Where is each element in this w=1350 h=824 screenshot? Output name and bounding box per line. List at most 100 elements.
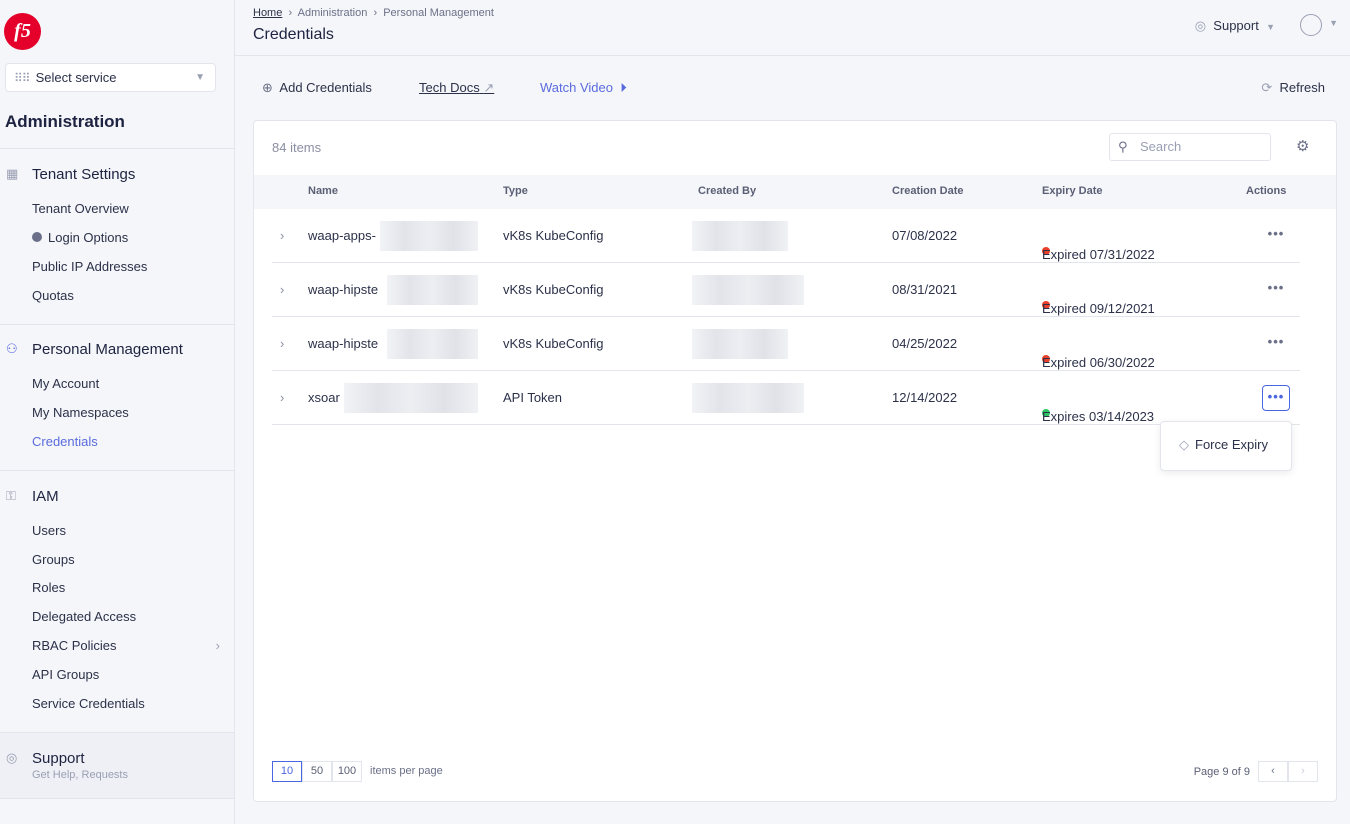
- next-page-button[interactable]: ›: [1288, 761, 1318, 782]
- external-link-icon: ↗: [483, 80, 495, 95]
- menu-label: Force Expiry: [1195, 437, 1268, 452]
- creation-date: 04/25/2022: [892, 336, 958, 351]
- pagination: Page 9 of 9 ‹ ›: [1194, 761, 1318, 782]
- sidebar-item-users[interactable]: Users: [32, 523, 66, 538]
- sidebar-item-tenant-overview[interactable]: Tenant Overview: [32, 201, 129, 216]
- redacted-creator: [692, 275, 804, 305]
- redacted-name: [344, 383, 478, 413]
- breadcrumb-home[interactable]: Home: [253, 7, 283, 19]
- sidebar-item-delegated-access[interactable]: Delegated Access: [32, 609, 137, 624]
- more-actions-button[interactable]: •••: [1262, 385, 1290, 411]
- sidebar-item-service-credentials[interactable]: Service Credentials: [32, 696, 145, 711]
- section-title: Administration: [5, 112, 125, 131]
- more-actions-button[interactable]: •••: [1267, 226, 1285, 241]
- search-input[interactable]: ⚲ Search: [1109, 133, 1271, 161]
- chevron-down-icon: ▼: [1329, 18, 1338, 28]
- video-label: Watch Video: [540, 80, 613, 95]
- watch-video-link[interactable]: Watch Video ⏵: [540, 80, 627, 96]
- sidebar-item-public-ip[interactable]: Public IP Addresses: [32, 259, 148, 274]
- support-menu-button[interactable]: ◎ Support ▼: [1195, 18, 1275, 34]
- support-label: Support: [1213, 18, 1259, 33]
- col-actions: Actions: [1246, 185, 1287, 197]
- credential-type: API Token: [503, 390, 563, 405]
- col-expiry-date[interactable]: Expiry Date: [1042, 185, 1103, 197]
- sidebar-item-quotas[interactable]: Quotas: [32, 288, 74, 303]
- page-size-100[interactable]: 100: [332, 761, 362, 782]
- redacted-creator: [692, 329, 788, 359]
- redacted-name: [380, 221, 478, 251]
- sidebar-item-credentials[interactable]: Credentials: [32, 434, 98, 449]
- table-header: Name Type Created By Creation Date Expir…: [254, 175, 1336, 209]
- expand-chevron-icon[interactable]: ›: [280, 282, 285, 297]
- user-avatar-button[interactable]: [1300, 14, 1322, 36]
- col-creation-date[interactable]: Creation Date: [892, 185, 964, 197]
- more-actions-button[interactable]: •••: [1267, 280, 1285, 295]
- sidebar-item-groups[interactable]: Groups: [32, 552, 75, 567]
- select-service-dropdown[interactable]: ⠿⠿ Select service ▼: [5, 63, 216, 92]
- page-size-50[interactable]: 50: [302, 761, 332, 782]
- sidebar-group-personal-management[interactable]: ⚇ Personal Management: [0, 339, 234, 359]
- expiry-text: Expired 07/31/2022: [1042, 247, 1155, 262]
- add-credentials-button[interactable]: ⊕ Add Credentials: [262, 80, 372, 96]
- table-row[interactable]: › waap-apps- vK8s KubeConfig 07/08/2022 …: [272, 209, 1300, 263]
- search-placeholder: Search: [1140, 139, 1182, 154]
- group-label: Personal Management: [32, 340, 183, 358]
- expand-chevron-icon[interactable]: ›: [280, 228, 285, 243]
- table-row[interactable]: › waap-hipste vK8s KubeConfig 08/31/2021…: [272, 263, 1300, 317]
- docs-label: Tech Docs: [419, 80, 480, 95]
- status-dot: [1042, 301, 1050, 309]
- select-service-label: Select service: [35, 70, 117, 85]
- group-label: IAM: [32, 487, 59, 505]
- sidebar-item-api-groups[interactable]: API Groups: [32, 667, 100, 682]
- search-icon: ⚲: [1118, 139, 1128, 154]
- sidebar-item-my-namespaces[interactable]: My Namespaces: [32, 405, 129, 420]
- support-label: Support: [32, 749, 85, 767]
- credential-type: vK8s KubeConfig: [503, 228, 604, 243]
- table-row[interactable]: › xsoar API Token 12/14/2022 Expires 03/…: [272, 371, 1300, 425]
- force-expiry-menu-item[interactable]: ◇ Force Expiry: [1160, 421, 1292, 471]
- building-icon: ▦: [6, 166, 19, 181]
- key-icon: ⚿: [6, 488, 16, 503]
- redacted-name: [387, 329, 478, 359]
- page-size-10[interactable]: 10: [272, 761, 302, 782]
- sidebar-item-my-account[interactable]: My Account: [32, 376, 100, 391]
- table-row[interactable]: › waap-hipste vK8s KubeConfig 04/25/2022…: [272, 317, 1300, 371]
- credential-name: xsoar: [308, 390, 340, 405]
- sidebar-group-iam[interactable]: ⚿ IAM: [0, 486, 234, 506]
- chevron-down-icon: ▼: [195, 72, 205, 83]
- items-per-page-label: items per page: [370, 765, 443, 777]
- creation-date: 07/08/2022: [892, 228, 958, 243]
- refresh-label: Refresh: [1279, 80, 1325, 95]
- expiry-text: Expires 03/14/2023: [1042, 409, 1155, 424]
- item-label: RBAC Policies: [32, 638, 117, 653]
- redacted-name: [387, 275, 478, 305]
- apps-grid-icon: ⠿⠿: [14, 70, 31, 85]
- status-dot: [1042, 247, 1050, 255]
- add-label: Add Credentials: [279, 80, 372, 95]
- expand-chevron-icon[interactable]: ›: [280, 336, 285, 351]
- sidebar-support[interactable]: ◎ Support Get Help, Requests: [0, 732, 234, 799]
- col-created-by[interactable]: Created By: [698, 185, 757, 197]
- page-title: Credentials: [253, 26, 334, 43]
- prev-page-button[interactable]: ‹: [1258, 761, 1288, 782]
- col-type[interactable]: Type: [503, 185, 528, 197]
- sidebar-item-roles[interactable]: Roles: [32, 580, 66, 595]
- status-dot: [1042, 355, 1050, 363]
- credential-name: waap-apps-: [308, 228, 376, 243]
- gear-icon[interactable]: ⚙: [1296, 138, 1310, 155]
- credential-type: vK8s KubeConfig: [503, 282, 604, 297]
- warning-diamond-icon: ◇: [1179, 437, 1189, 452]
- credential-name: waap-hipste: [308, 282, 379, 297]
- sidebar-group-tenant-settings[interactable]: ▦ Tenant Settings: [0, 164, 234, 184]
- user-gear-icon: ⚇: [6, 341, 18, 356]
- more-actions-button[interactable]: •••: [1267, 334, 1285, 349]
- item-label: Login Options: [48, 230, 129, 245]
- sidebar-item-login-options[interactable]: Login Options: [32, 230, 128, 245]
- breadcrumb-administration: Administration: [297, 7, 368, 19]
- expand-chevron-icon[interactable]: ›: [280, 390, 285, 405]
- refresh-icon: ⟳: [1261, 80, 1273, 95]
- col-name[interactable]: Name: [308, 185, 338, 197]
- sidebar-item-rbac-policies[interactable]: RBAC Policies ›: [32, 638, 220, 653]
- refresh-button[interactable]: ⟳ Refresh: [1261, 80, 1325, 96]
- tech-docs-link[interactable]: Tech Docs ↗: [419, 80, 494, 96]
